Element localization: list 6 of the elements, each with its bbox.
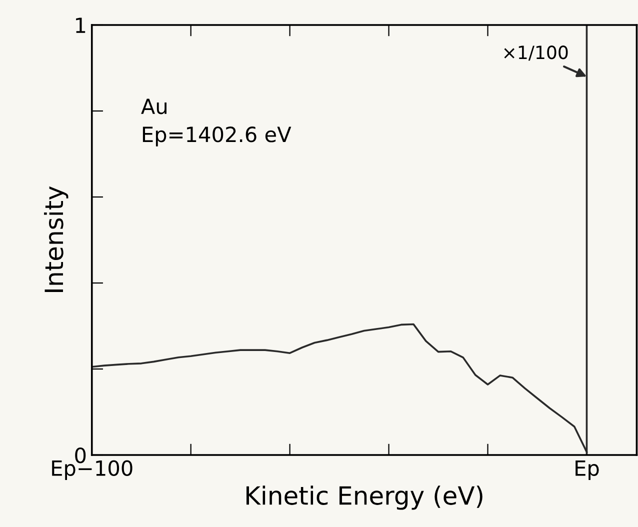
x-axis-title: Kinetic Energy (eV) bbox=[246, 486, 482, 510]
annotation: Au Ep=1402.6 eV bbox=[141, 98, 292, 146]
x-tick-label: Ep bbox=[576, 460, 599, 480]
y-tick-label: 1 bbox=[76, 18, 86, 33]
y-axis-title: Intensity bbox=[44, 186, 68, 292]
annotation: ×1/100 bbox=[504, 46, 568, 61]
